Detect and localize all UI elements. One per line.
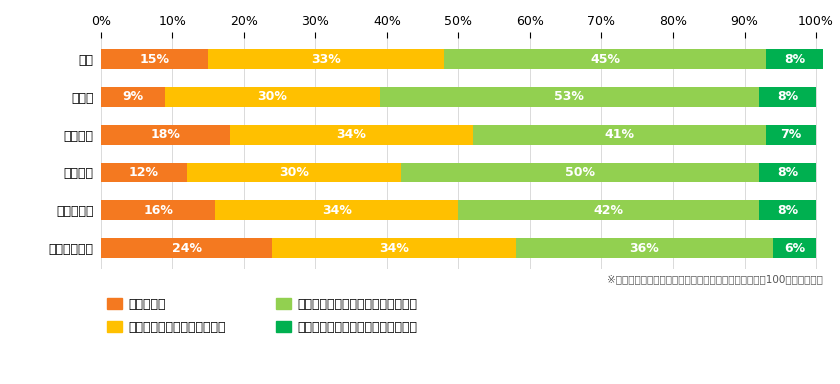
Text: 33%: 33%	[312, 53, 341, 66]
Bar	[101, 238, 272, 258]
Text: 8%: 8%	[777, 91, 798, 103]
Bar	[402, 163, 759, 182]
Bar	[272, 238, 516, 258]
Bar	[101, 50, 208, 69]
Bar	[766, 50, 823, 69]
Bar	[380, 87, 759, 107]
Legend: 現在副業中, 過去に副業をしたことがある, 副業をしたことはないが興味はある, 副業をしたことはないし興味もない: 現在副業中, 過去に副業をしたことがある, 副業をしたことはないが興味はある, …	[107, 298, 417, 334]
Text: 50%: 50%	[565, 166, 595, 179]
Text: 34%: 34%	[336, 128, 366, 141]
Text: 34%: 34%	[322, 204, 352, 217]
Bar	[516, 238, 773, 258]
Text: 9%: 9%	[123, 91, 144, 103]
Text: 45%: 45%	[590, 53, 620, 66]
Text: 12%: 12%	[129, 166, 159, 179]
Text: 41%: 41%	[604, 128, 634, 141]
Bar	[101, 87, 165, 107]
Bar	[759, 200, 816, 220]
Bar	[759, 163, 816, 182]
Text: 53%: 53%	[554, 91, 585, 103]
Bar	[186, 163, 402, 182]
Text: 30%: 30%	[258, 91, 287, 103]
Bar	[215, 200, 459, 220]
Bar	[759, 87, 816, 107]
Text: 18%: 18%	[150, 128, 180, 141]
Text: ※小数点以下を四捨五入しているため、必ずしも合計が100にならない。: ※小数点以下を四捨五入しているため、必ずしも合計が100にならない。	[607, 275, 823, 285]
Text: 6%: 6%	[784, 242, 806, 255]
Bar	[101, 163, 186, 182]
Text: 30%: 30%	[279, 166, 309, 179]
Bar	[229, 125, 473, 144]
Text: 8%: 8%	[777, 204, 798, 217]
Bar	[444, 50, 766, 69]
Bar	[101, 200, 215, 220]
Text: 15%: 15%	[139, 53, 170, 66]
Text: 42%: 42%	[594, 204, 623, 217]
Bar	[101, 125, 229, 144]
Text: 24%: 24%	[171, 242, 202, 255]
Text: 8%: 8%	[784, 53, 806, 66]
Text: 36%: 36%	[629, 242, 659, 255]
Bar	[165, 87, 380, 107]
Text: 34%: 34%	[379, 242, 409, 255]
Bar	[459, 200, 759, 220]
Bar	[766, 125, 816, 144]
Text: 16%: 16%	[143, 204, 173, 217]
Bar	[773, 238, 816, 258]
Text: 8%: 8%	[777, 166, 798, 179]
Bar	[473, 125, 766, 144]
Text: 7%: 7%	[780, 128, 801, 141]
Bar	[208, 50, 444, 69]
